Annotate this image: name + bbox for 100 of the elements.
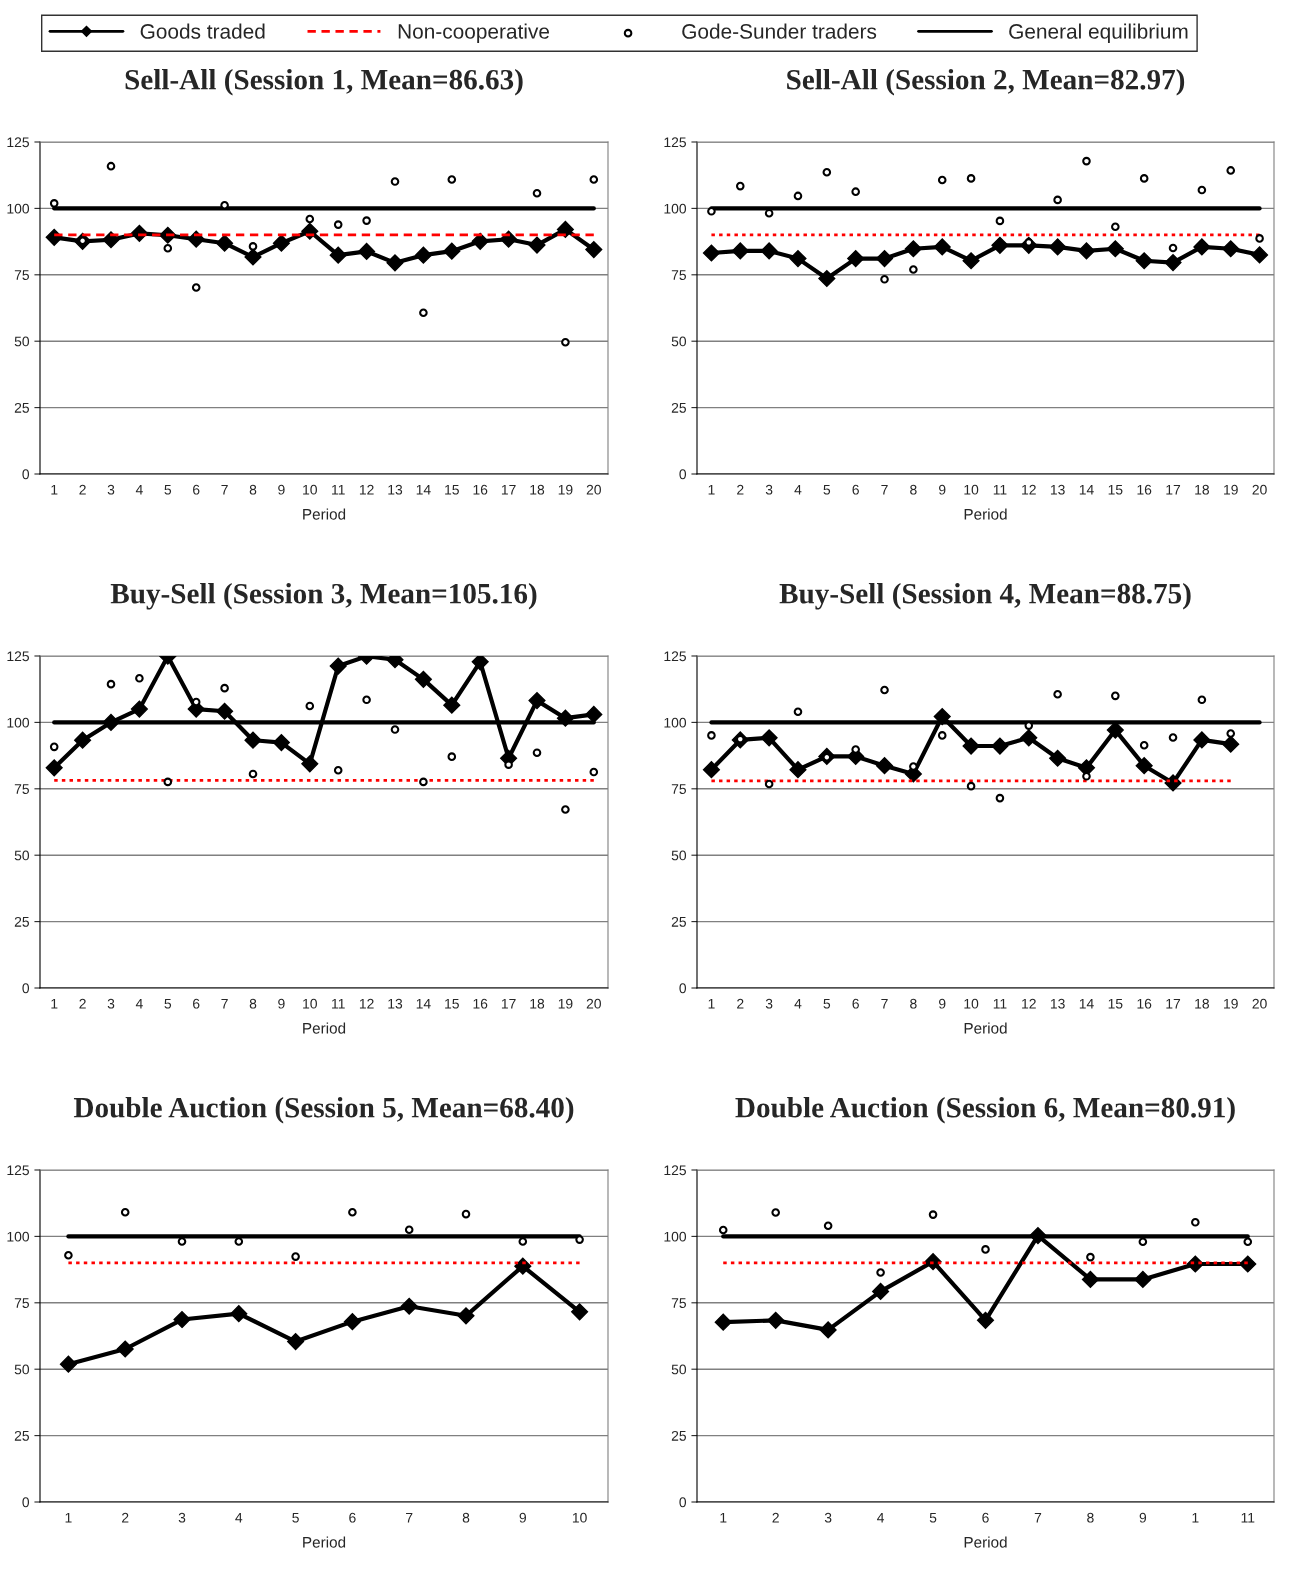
point (585, 241, 603, 259)
point (760, 242, 778, 260)
x-tick-label: 20 (1252, 484, 1267, 495)
point (532, 188, 542, 198)
point (106, 161, 116, 171)
x-tick-label: 1 (51, 998, 58, 1009)
point (216, 234, 234, 252)
y-tick-label: 75 (671, 784, 686, 794)
y-tick-label: 75 (671, 1298, 686, 1308)
point (343, 1313, 361, 1331)
x-tick-label: 6 (982, 1512, 989, 1523)
point (532, 748, 542, 757)
point (291, 1252, 300, 1261)
x-tick-label: 5 (164, 998, 172, 1009)
point (173, 1310, 191, 1329)
point (991, 737, 1009, 755)
point (1111, 222, 1120, 232)
x-tick-label: 8 (249, 998, 257, 1009)
point (1226, 729, 1236, 738)
point (500, 230, 518, 248)
point (400, 1297, 418, 1315)
point (220, 683, 229, 693)
point (49, 742, 59, 752)
x-tick-label: 1 (1192, 1512, 1199, 1523)
x-tick-label: 1 (708, 484, 715, 495)
point (390, 177, 400, 186)
point (49, 199, 59, 208)
x-tick-label: 18 (530, 998, 545, 1009)
x-tick-label: 9 (278, 998, 285, 1009)
x-tick-label: 2 (79, 998, 86, 1009)
point (59, 1355, 77, 1373)
point (386, 254, 404, 272)
x-tick-label: 10 (964, 484, 979, 495)
x-tick-label: 11 (332, 484, 345, 495)
point (1239, 1255, 1257, 1273)
point (1049, 749, 1067, 767)
x-tick-label: 4 (135, 484, 143, 495)
y-tick-label: 125 (7, 651, 29, 662)
point (518, 1237, 528, 1246)
x-tick-label: 5 (823, 484, 831, 495)
x-tick-label: 20 (586, 998, 601, 1009)
text: Gode-Sunder traders (682, 23, 877, 39)
point (1049, 238, 1067, 256)
point (962, 252, 980, 270)
x-tick-label: 11 (1241, 1512, 1255, 1523)
point (1082, 156, 1091, 166)
point (714, 1313, 732, 1331)
point (116, 1340, 134, 1358)
y-tick-label: 125 (664, 137, 686, 148)
point (909, 265, 918, 274)
point (135, 674, 144, 683)
point (248, 242, 258, 251)
point (937, 175, 947, 185)
point (880, 685, 889, 695)
point (847, 250, 865, 268)
x-tick-label: 8 (462, 1512, 470, 1523)
point (106, 679, 116, 689)
x-tick-label: 10 (303, 484, 317, 495)
point (767, 1311, 785, 1329)
y-tick-label: 50 (671, 850, 687, 861)
x-tick-label: 1 (720, 1512, 727, 1523)
point (561, 805, 570, 814)
x-tick-label: 15 (445, 484, 459, 495)
point (822, 167, 832, 177)
x-tick-label: 20 (1252, 998, 1267, 1009)
x-tick-label: 4 (135, 998, 143, 1009)
x-tick-label: 15 (1108, 998, 1123, 1009)
x-tick-label: 3 (178, 1512, 186, 1523)
point (163, 777, 173, 787)
point (287, 1333, 305, 1351)
point (924, 1253, 942, 1271)
point (414, 670, 432, 688)
point (333, 220, 343, 229)
y-tick-label: 25 (671, 1430, 686, 1441)
point (928, 1210, 938, 1219)
point (571, 1303, 589, 1321)
x-tick-label: 19 (558, 998, 573, 1009)
point (1164, 254, 1182, 272)
y-tick-label: 100 (664, 717, 687, 728)
x-axis-title: Period (303, 1022, 346, 1034)
point (1168, 733, 1178, 742)
x-tick-label: 8 (249, 484, 257, 495)
point (771, 1208, 780, 1217)
x-tick-label: 4 (877, 1512, 885, 1523)
x-tick-label: 7 (881, 998, 888, 1009)
x-tick-label: 6 (349, 1512, 356, 1523)
point (447, 175, 457, 184)
point (976, 1311, 995, 1329)
x-tick-label: 17 (501, 484, 516, 495)
x-tick-label: 5 (929, 1512, 937, 1523)
x-tick-label: 5 (292, 1512, 299, 1523)
legend-label: General equilibrium (1009, 23, 1188, 43)
point (793, 191, 803, 201)
point (880, 275, 889, 284)
point (966, 781, 976, 791)
point (1243, 1237, 1253, 1247)
point (1251, 246, 1269, 264)
point (995, 216, 1005, 226)
point (789, 250, 807, 268)
x-tick-label: 8 (1087, 1512, 1094, 1523)
